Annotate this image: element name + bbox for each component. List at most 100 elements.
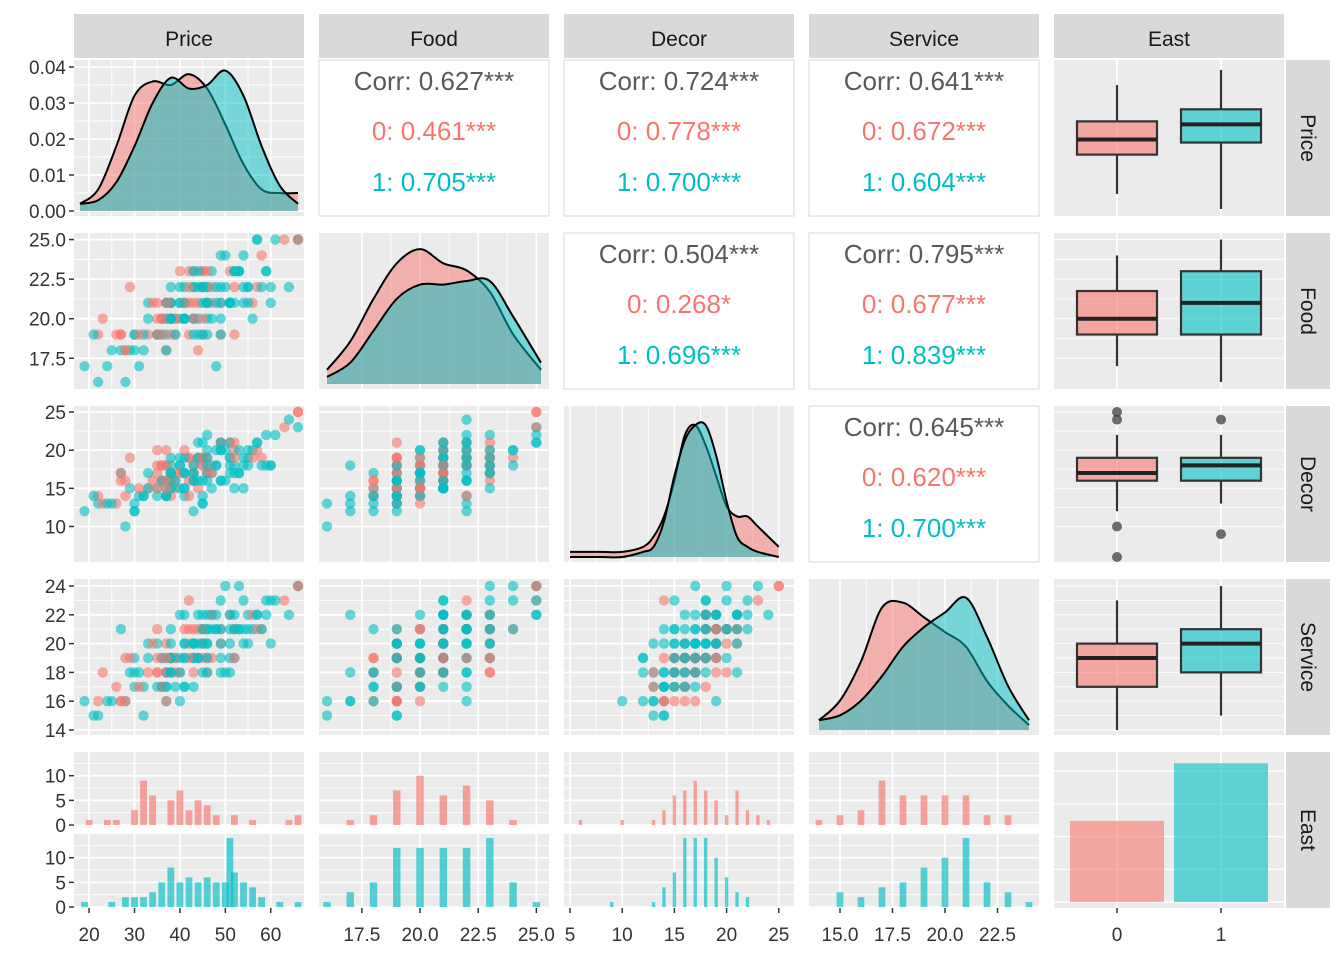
scatter-point	[368, 696, 379, 707]
scatter-point	[438, 437, 449, 448]
histogram-bar-group-1	[1025, 902, 1033, 907]
scatter-point	[414, 452, 426, 463]
scatter-point	[484, 580, 496, 592]
scatter-point	[669, 652, 680, 664]
scatter-point	[197, 313, 208, 324]
histogram-bar-group-1	[122, 897, 129, 907]
scatter-point	[251, 234, 263, 245]
scatter-point	[256, 624, 267, 635]
scatter-point	[507, 595, 519, 606]
scatter-point	[161, 490, 172, 502]
histogram-bar-group-0	[724, 815, 729, 825]
panel-background	[318, 59, 550, 217]
scatter-point	[461, 437, 472, 448]
histogram-bar-group-0	[416, 775, 424, 825]
x-tick-label: 10	[612, 925, 633, 946]
scatter-point	[220, 250, 231, 261]
scatter-point	[648, 696, 659, 707]
scatter-point	[142, 313, 154, 324]
scatter-point	[142, 483, 154, 494]
y-tick-label: 17.5	[29, 349, 66, 370]
y-tick-label: 15	[45, 479, 66, 500]
scatter-point	[152, 467, 163, 479]
scatter-point	[106, 345, 117, 356]
histogram-bar-group-1	[221, 882, 229, 907]
scatter-point	[368, 490, 379, 502]
density-line-group-0	[569, 423, 780, 554]
scatter-point	[161, 297, 172, 309]
row-strip-service	[1286, 579, 1330, 735]
scatter-point	[152, 444, 163, 456]
scatter-point	[192, 652, 204, 664]
scatter-point	[679, 609, 691, 620]
scatter-point	[283, 609, 295, 620]
histogram-bar-group-1	[203, 877, 211, 907]
histogram-bar-group-1	[240, 882, 247, 907]
scatter-point	[170, 681, 181, 692]
scatter-point	[484, 452, 496, 463]
box-outlier	[1216, 414, 1226, 425]
density-area-group-1	[80, 70, 298, 211]
scatter-point	[152, 681, 163, 692]
corr-total: Corr: 0.504***	[599, 239, 759, 269]
scatter-point	[321, 696, 333, 707]
histogram-bar-group-0	[249, 820, 256, 825]
scatter-point	[484, 595, 496, 606]
scatter-point	[368, 467, 379, 479]
scatter-point	[531, 429, 542, 441]
scatter-point	[211, 609, 222, 620]
scatter-point	[484, 429, 496, 441]
scatter-point	[368, 506, 379, 517]
scatter-point	[345, 498, 356, 509]
scatter-point	[111, 681, 122, 692]
scatter-point	[138, 345, 149, 356]
scatter-point	[206, 483, 217, 494]
histogram-bar-group-1	[920, 867, 928, 907]
scatter-point	[679, 652, 691, 664]
scatter-point	[531, 595, 542, 606]
scatter-point	[238, 483, 249, 494]
scatter-point	[669, 696, 680, 707]
scatter-point	[88, 329, 99, 340]
scatter-point	[391, 467, 402, 479]
histogram-bar-group-0	[920, 795, 928, 825]
bar-group-1	[1174, 763, 1268, 902]
x-tick-label: 17.5	[343, 925, 380, 946]
scatter-point	[79, 506, 90, 517]
scatter-point	[484, 483, 496, 494]
histogram-bar-group-1	[226, 838, 234, 907]
scatter-point	[129, 498, 140, 509]
scatter-point	[414, 475, 426, 486]
x-tick-label: 20.0	[402, 925, 439, 946]
scatter-point	[669, 595, 680, 606]
histogram-bar-group-1	[258, 897, 266, 907]
panel-background	[563, 232, 795, 390]
histogram-bar-group-0	[1004, 815, 1012, 825]
y-tick-label: 0.01	[29, 166, 66, 187]
scatter-point	[721, 580, 732, 592]
scatter-point	[188, 467, 199, 479]
scatter-point	[507, 624, 519, 635]
y-tick-label: 20	[45, 635, 66, 656]
histogram-bar-group-1	[683, 838, 687, 907]
scatter-point	[179, 624, 190, 635]
panel-background	[319, 406, 549, 562]
scatter-point	[197, 281, 208, 293]
scatter-point	[224, 609, 236, 620]
y-tick-label: 0.03	[29, 94, 66, 115]
scatter-point	[183, 595, 195, 606]
scatter-point	[690, 681, 701, 692]
scatter-point	[438, 624, 449, 635]
scatter-point	[92, 696, 104, 707]
column-label-east: East	[1148, 28, 1190, 51]
scatter-point	[721, 652, 732, 664]
histogram-bar-group-1	[439, 847, 448, 907]
histogram-bar-group-0	[683, 790, 687, 825]
histogram-bar-group-1	[323, 902, 331, 907]
scatter-point	[174, 297, 186, 309]
histogram-bar-group-0	[140, 780, 147, 825]
scatter-point	[391, 638, 402, 649]
scatter-point	[658, 638, 670, 649]
scatter-point	[152, 667, 163, 678]
scatter-point	[170, 329, 181, 340]
